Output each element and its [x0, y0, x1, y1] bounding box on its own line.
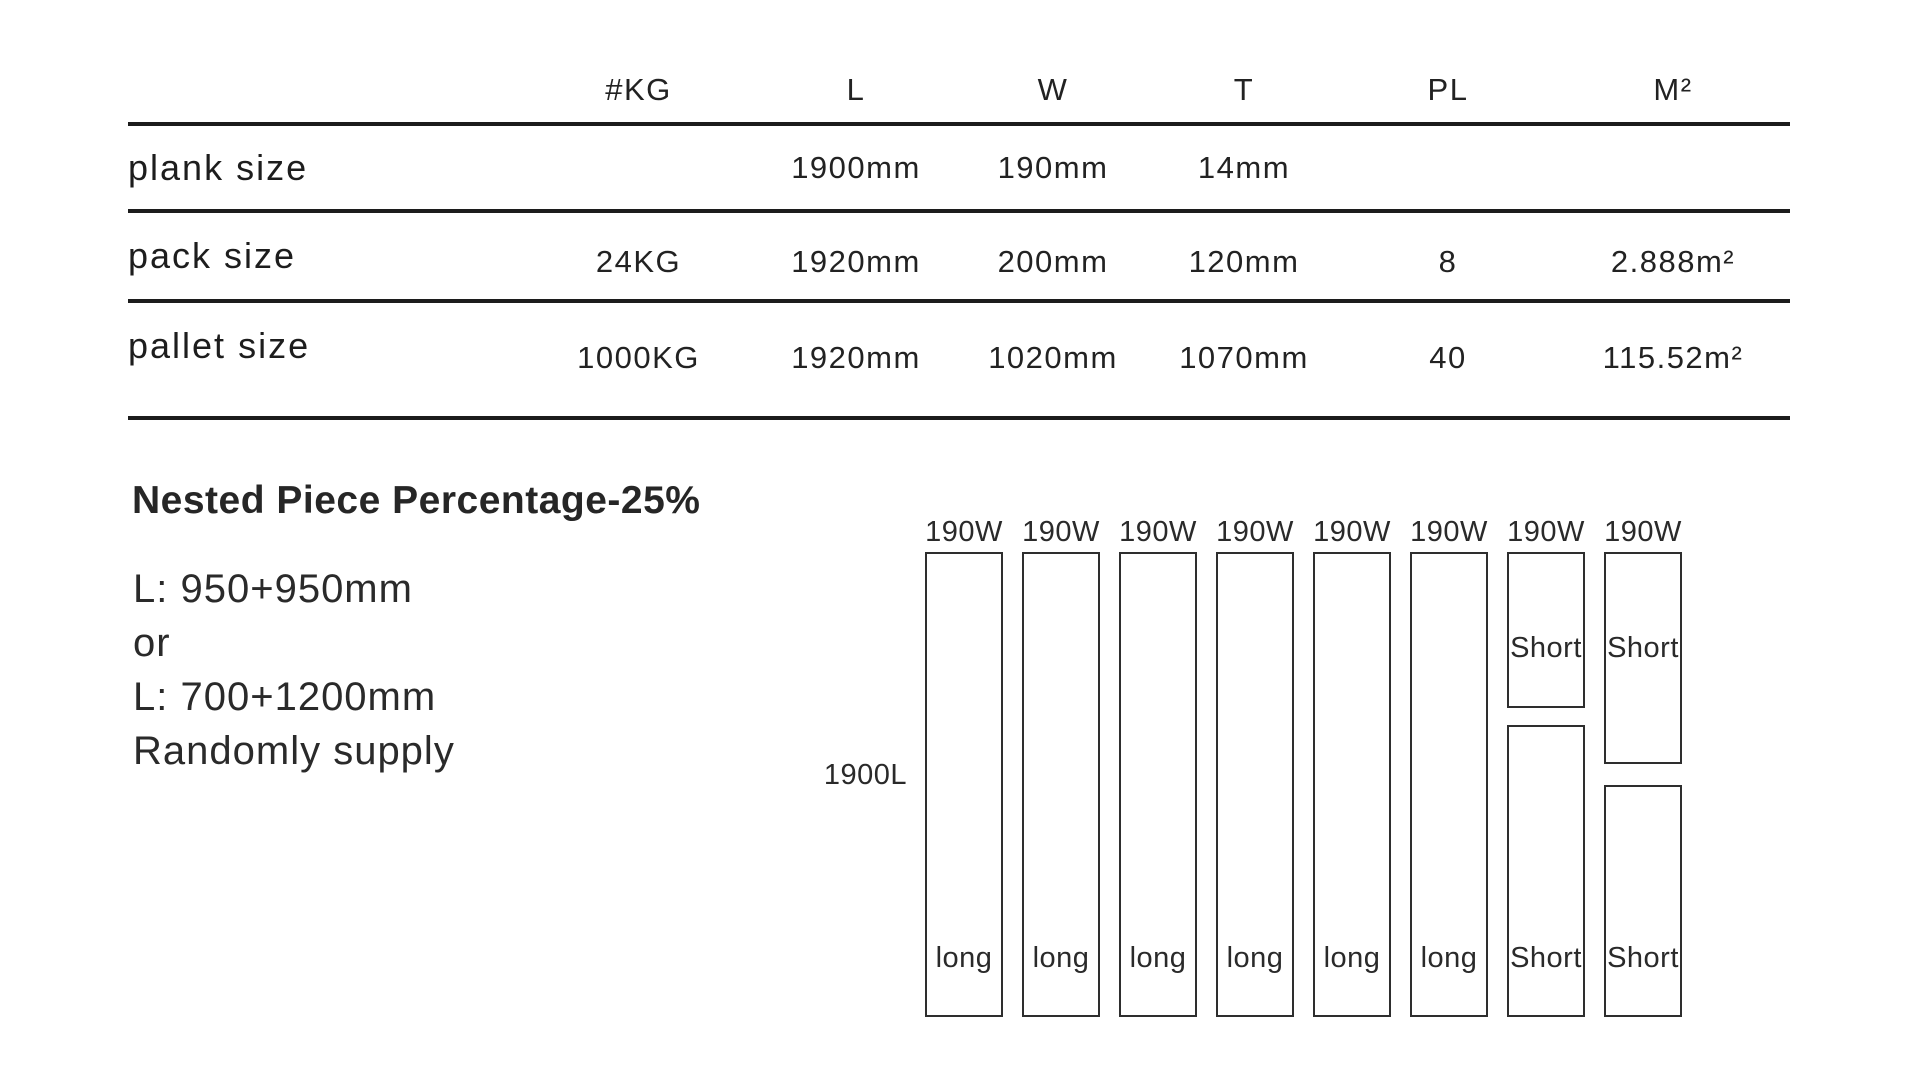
- plank-6-width-label: 190W: [1410, 516, 1488, 548]
- table-row-pallet-size: pallet size 1000KG 1920mm 1020mm 1070mm …: [128, 301, 1790, 420]
- plank-2-width-label: 190W: [1022, 516, 1100, 548]
- cell-pallet-width: 1020mm: [958, 301, 1148, 420]
- plank-5: 190W long: [1313, 515, 1391, 1017]
- plank-2: 190W long: [1022, 515, 1100, 1017]
- long-piece-label: long: [1420, 942, 1478, 974]
- cell-pallet-length: 1920mm: [754, 301, 958, 420]
- header-cell-sqm: M²: [1556, 30, 1790, 126]
- plank-3-long-piece: long: [1119, 552, 1197, 1017]
- cell-plank-thickness: 14mm: [1148, 124, 1340, 213]
- plank-1-width-label: 190W: [925, 516, 1003, 548]
- plank-8-width-label: 190W: [1604, 516, 1682, 548]
- table-header-row: #KG L W T PL M²: [128, 30, 1790, 126]
- cell-plank-length: 1900mm: [754, 124, 958, 213]
- cell-pack-sqm: 2.888m²: [1556, 211, 1790, 303]
- cell-plank-kg: [523, 124, 754, 213]
- row-label-pallet-size: pallet size: [128, 301, 523, 420]
- cell-pack-thickness: 120mm: [1148, 211, 1340, 303]
- header-cell-thickness: T: [1148, 30, 1340, 126]
- nested-or-text: or: [133, 621, 171, 665]
- long-piece-label: long: [935, 942, 993, 974]
- cell-pack-width: 200mm: [958, 211, 1148, 303]
- row-label-plank-size: plank size: [128, 124, 523, 213]
- cell-plank-pl: [1340, 124, 1556, 213]
- cell-pallet-thickness: 1070mm: [1148, 301, 1340, 420]
- plank-1-long-piece: long: [925, 552, 1003, 1017]
- nested-piece-heading: Nested Piece Percentage-25%: [132, 479, 701, 522]
- short-piece-label: Short: [1510, 942, 1582, 974]
- plank-7-short-piece-top: Short: [1507, 552, 1585, 708]
- plank-1: 190W long: [925, 515, 1003, 1017]
- plank-4-long-piece: long: [1216, 552, 1294, 1017]
- plank-7-width-label: 190W: [1507, 516, 1585, 548]
- nested-piece-spec-lines: L: 950+950mm or L: 700+1200mm Randomly s…: [133, 562, 455, 778]
- plank-5-long-piece: long: [1313, 552, 1391, 1017]
- short-piece-label: Short: [1510, 632, 1582, 664]
- cell-pack-length: 1920mm: [754, 211, 958, 303]
- plank-8: 190W Short Short: [1604, 515, 1682, 1017]
- short-piece-label: Short: [1607, 632, 1679, 664]
- cell-plank-sqm: [1556, 124, 1790, 213]
- plank-7: 190W Short Short: [1507, 515, 1585, 1017]
- cell-pallet-sqm: 115.52m²: [1556, 301, 1790, 420]
- long-piece-label: long: [1129, 942, 1187, 974]
- plank-5-width-label: 190W: [1313, 516, 1391, 548]
- header-cell-planks: PL: [1340, 30, 1556, 126]
- header-cell-width: W: [958, 30, 1148, 126]
- long-piece-label: long: [1226, 942, 1284, 974]
- table-row-plank-size: plank size 1900mm 190mm 14mm: [128, 124, 1790, 213]
- plank-3: 190W long: [1119, 515, 1197, 1017]
- long-piece-label: long: [1032, 942, 1090, 974]
- plank-4-width-label: 190W: [1216, 516, 1294, 548]
- plank-8-short-piece-bottom: Short: [1604, 785, 1682, 1017]
- short-piece-label: Short: [1607, 942, 1679, 974]
- plank-4: 190W long: [1216, 515, 1294, 1017]
- table-row-pack-size: pack size 24KG 1920mm 200mm 120mm 8 2.88…: [128, 211, 1790, 303]
- cell-pack-kg: 24KG: [523, 211, 754, 303]
- nested-length-option-2: L: 700+1200mm: [133, 675, 437, 719]
- plank-7-short-piece-bottom: Short: [1507, 725, 1585, 1017]
- cell-pallet-pl: 40: [1340, 301, 1556, 420]
- long-piece-label: long: [1323, 942, 1381, 974]
- nested-length-option-1: L: 950+950mm: [133, 567, 413, 611]
- plank-6: 190W long: [1410, 515, 1488, 1017]
- plank-6-long-piece: long: [1410, 552, 1488, 1017]
- cell-plank-width: 190mm: [958, 124, 1148, 213]
- header-cell-length: L: [754, 30, 958, 126]
- spec-table: #KG L W T PL M² plank size 1900mm 190mm …: [128, 30, 1790, 420]
- plank-length-label: 1900L: [823, 759, 907, 791]
- row-label-pack-size: pack size: [128, 211, 523, 303]
- cell-pack-pl: 8: [1340, 211, 1556, 303]
- cell-pallet-kg: 1000KG: [523, 301, 754, 420]
- plank-3-width-label: 190W: [1119, 516, 1197, 548]
- plank-8-short-piece-top: Short: [1604, 552, 1682, 764]
- header-cell-kg: #KG: [523, 30, 754, 126]
- header-cell-blank: [128, 30, 523, 126]
- plank-2-long-piece: long: [1022, 552, 1100, 1017]
- nested-random-supply-text: Randomly supply: [133, 729, 455, 773]
